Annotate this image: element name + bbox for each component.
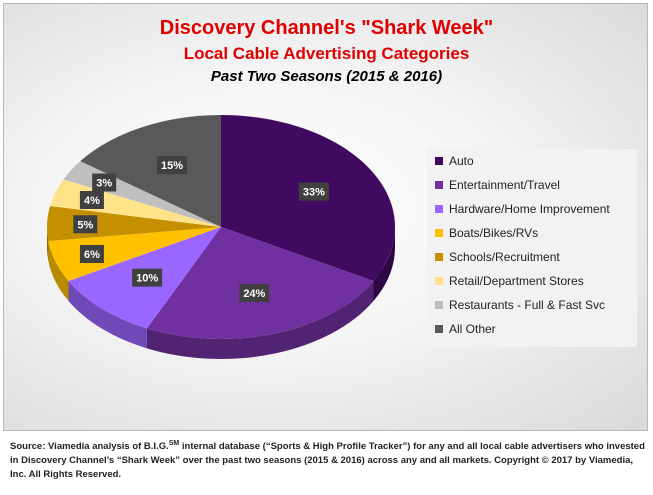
legend-item-6: Restaurants - Full & Fast Svc — [427, 293, 637, 317]
data-label-box-2 — [132, 268, 163, 287]
pie-chart: 33% 24% 10% 6% 5% 4% 3% 15% — [47, 115, 396, 360]
legend-label-3: Boats/Bikes/RVs — [449, 226, 539, 240]
footnote-text-start: Source: Viamedia analysis of B.I.G. — [10, 441, 169, 453]
data-label-1: 24% — [239, 284, 270, 303]
legend-swatch-6 — [435, 301, 443, 309]
legend-label-1: Entertainment/Travel — [449, 178, 560, 192]
legend-label-6: Restaurants - Full & Fast Svc — [449, 298, 606, 312]
data-label-7: 15% — [157, 156, 188, 175]
data-label-text-6: 3% — [96, 178, 112, 190]
legend-label-0: Auto — [449, 154, 474, 168]
pie-slice-7 — [80, 115, 221, 227]
data-label-2: 10% — [132, 268, 163, 287]
data-label-6: 3% — [92, 173, 117, 192]
data-label-3: 6% — [79, 244, 104, 263]
legend-item-0: Auto — [427, 149, 637, 173]
legend-item-7: All Other — [427, 317, 637, 341]
data-label-text-3: 6% — [84, 249, 100, 261]
pie-slice-1 — [146, 227, 374, 339]
legend-item-5: Retail/Department Stores — [427, 269, 637, 293]
data-label-box-3 — [79, 244, 104, 263]
legend-swatch-2 — [435, 205, 443, 213]
data-label-box-6 — [92, 173, 117, 192]
pie-side-2 — [68, 280, 147, 349]
data-label-text-5: 4% — [84, 195, 100, 207]
legend-item-4: Schools/Recruitment — [427, 245, 637, 269]
legend-label-7: All Other — [449, 322, 496, 336]
legend-item-1: Entertainment/Travel — [427, 173, 637, 197]
footnote-text-end: internal database (“Sports & High Profil… — [10, 441, 645, 481]
legend-swatch-4 — [435, 253, 443, 261]
pie-side-0 — [373, 227, 395, 301]
data-label-box-5 — [79, 191, 104, 210]
data-label-text-0: 33% — [303, 187, 325, 199]
legend-label-4: Schools/Recruitment — [449, 250, 560, 264]
data-label-text-4: 5% — [77, 219, 93, 231]
pie-side-1 — [146, 280, 374, 360]
data-label-0: 33% — [298, 182, 329, 201]
pie-side-4 — [47, 227, 49, 262]
chart-frame: Discovery Channel's "Shark Week" Local C… — [3, 3, 648, 431]
legend-swatch-7 — [435, 325, 443, 333]
data-label-text-1: 24% — [243, 288, 265, 300]
chart-subtitle: Local Cable Advertising Categories — [183, 44, 470, 63]
legend-swatch-5 — [435, 277, 443, 285]
chart-subtitle-seasons: Past Two Seasons (2015 & 2016) — [210, 68, 443, 85]
footnote-superscript: SM — [168, 440, 180, 447]
source-footnote: Source: Viamedia analysis of B.I.G.SM in… — [10, 437, 645, 482]
data-label-text-7: 15% — [161, 160, 183, 172]
legend-swatch-1 — [435, 181, 443, 189]
data-label-box-7 — [157, 156, 188, 175]
data-label-4: 5% — [73, 215, 98, 234]
legend-label-2: Hardware/Home Improvement — [449, 202, 610, 216]
data-label-box-1 — [239, 284, 270, 303]
chart-title: Discovery Channel's "Shark Week" — [159, 17, 494, 39]
pie-side-3 — [48, 241, 69, 301]
pie-slice-3 — [48, 227, 222, 281]
data-label-5: 4% — [79, 191, 104, 210]
legend-label-5: Retail/Department Stores — [449, 274, 584, 288]
legend-item-2: Hardware/Home Improvement — [427, 197, 637, 221]
legend-swatch-0 — [435, 157, 443, 165]
chart-titles: Discovery Channel's "Shark Week" Local C… — [4, 14, 649, 88]
legend-item-3: Boats/Bikes/RVs — [427, 221, 637, 245]
data-label-box-4 — [73, 215, 98, 234]
chart-legend: Auto Entertainment/Travel Hardware/Home Im… — [427, 149, 637, 347]
data-label-box-0 — [298, 182, 329, 201]
legend-swatch-3 — [435, 229, 443, 237]
data-label-text-2: 10% — [136, 273, 158, 285]
